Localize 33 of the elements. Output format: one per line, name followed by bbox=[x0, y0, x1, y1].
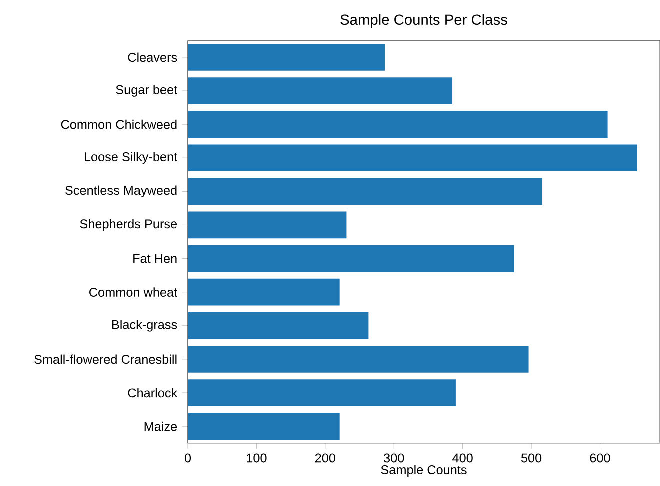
x-tick-label: 200 bbox=[315, 454, 336, 463]
x-tick-label: 100 bbox=[247, 454, 267, 463]
y-tick-label: Common wheat bbox=[90, 288, 178, 297]
x-tick-label: 500 bbox=[521, 454, 542, 463]
x-tick-label: 400 bbox=[452, 454, 473, 463]
bar bbox=[188, 312, 369, 340]
y-tick-label: Maize bbox=[144, 422, 178, 432]
y-tick-label: Small-flowered Cranesbill bbox=[34, 354, 177, 364]
bar bbox=[188, 245, 514, 272]
y-tick-label: Black-grass bbox=[112, 320, 178, 332]
bar bbox=[188, 212, 347, 239]
bar bbox=[188, 380, 456, 406]
y-tick-label: Fat Hen bbox=[134, 254, 177, 264]
y-tick-label: Scentless Mayweed bbox=[66, 186, 177, 198]
x-tick-label: 300 bbox=[384, 454, 404, 463]
x-tick-label: 0 bbox=[184, 454, 192, 463]
y-tick-label: Cleavers bbox=[128, 52, 178, 62]
x-axis-title: Sample Counts bbox=[381, 465, 467, 478]
bar bbox=[188, 413, 340, 440]
chart-title: Sample Counts Per Class bbox=[340, 14, 508, 28]
bar bbox=[188, 178, 543, 206]
bar bbox=[188, 346, 529, 373]
y-tick-label: Common Chickweed bbox=[61, 120, 177, 130]
x-tick-label: 600 bbox=[590, 454, 610, 463]
bar bbox=[188, 144, 638, 172]
bar bbox=[188, 278, 340, 306]
y-tick-label: Shepherds Purse bbox=[80, 219, 178, 232]
y-tick-label: Loose Silky-bent bbox=[85, 152, 178, 164]
bar bbox=[188, 44, 386, 71]
bar bbox=[188, 111, 608, 138]
bar bbox=[188, 78, 453, 104]
y-tick-label: Sugar beet bbox=[116, 85, 178, 97]
y-tick-label: Charlock bbox=[128, 388, 178, 398]
